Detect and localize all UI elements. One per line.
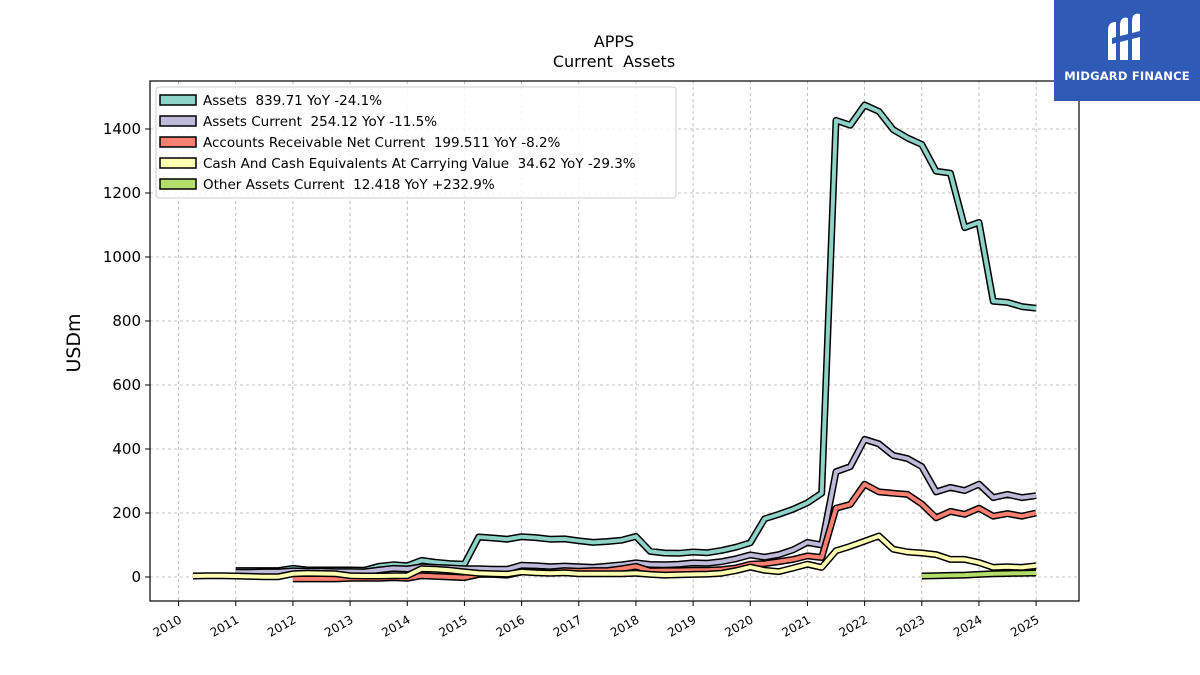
x-tick-label: 2022 [837,612,870,639]
chart-title: APPS [594,32,634,51]
y-tick-label: 1200 [103,184,141,202]
y-tick-label: 400 [112,440,141,458]
legend-box [155,86,677,199]
y-tick-label: 0 [131,568,141,586]
legend-swatch-2 [159,136,197,148]
legend-swatch-0 [159,94,197,106]
brand-name: MIDGARD FINANCE [1064,69,1190,83]
x-tick-label: 2025 [1008,612,1041,639]
series-line-4 [921,571,1037,578]
x-tick-label: 2024 [951,612,984,639]
y-axis-label: USDm [63,313,85,372]
x-tick-label: 2013 [322,612,355,639]
series-lines [192,101,1037,583]
x-tick-label: 2010 [151,612,184,639]
y-tick-label: 1400 [103,120,141,138]
x-tick-label: 2018 [608,612,641,639]
x-tick-label: 2021 [779,612,812,639]
x-tick-label: 2011 [208,612,241,639]
x-tick-label: 2019 [665,612,698,639]
legend-label-1: Assets Current 254.12 YoY -11.5% [203,114,437,130]
y-tick-label: 800 [112,312,141,330]
x-tick-label: 2017 [551,612,584,639]
plot-frame [149,80,1080,602]
legend-label-2: Accounts Receivable Net Current 199.511 … [203,135,561,151]
x-tick-label: 2016 [494,612,527,639]
brand-mark-icon [1108,13,1144,60]
y-tick-label: 600 [112,376,141,394]
chart-subtitle: Current Assets [553,52,675,71]
legend-label-0: Assets 839.71 YoY -24.1% [203,93,382,109]
x-tick-label: 2023 [894,612,927,639]
brand-logo: MIDGARD FINANCE [1054,0,1200,101]
y-tick-label: 200 [112,504,141,522]
y-tick-label: 1000 [103,248,141,266]
x-axis: 2010 2011 2012 2013 2014 2015 2016 2017 2018 2019… [151,601,1042,640]
x-tick-label: 2014 [379,612,412,639]
series-line-2 [292,482,1037,581]
y-axis: 0 200 400 600 800 1000 1200 1400 [103,120,150,586]
x-tick-label: 2015 [436,612,469,639]
legend-swatch-3 [159,157,197,169]
x-tick-label: 2020 [722,612,755,639]
legend-swatch-1 [159,115,197,127]
legend-label-3: Cash And Cash Equivalents At Carrying Va… [203,156,636,172]
legend: Assets 839.71 YoY -24.1% Assets Current 2… [155,86,677,199]
legend-label-4: Other Assets Current 12.418 YoY +232.9% [203,177,495,193]
series-line-3 [192,534,1037,579]
x-tick-label: 2012 [265,612,298,639]
legend-swatch-4 [159,178,197,190]
